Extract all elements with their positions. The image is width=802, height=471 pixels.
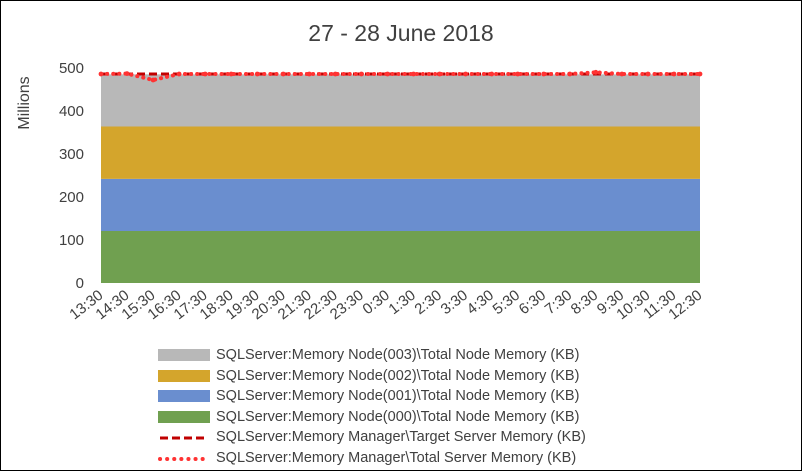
line-point [645, 71, 651, 77]
line-point [437, 71, 442, 77]
line-point [567, 71, 573, 77]
line-point [619, 71, 625, 77]
legend-label: SQLServer:Memory Manager\Target Server M… [216, 429, 586, 446]
legend-label: SQLServer:Memory Node(002)\Total Node Me… [216, 367, 580, 384]
line-point [385, 71, 390, 77]
area-series-3 [101, 74, 700, 127]
legend-item: SQLServer:Memory Node(003)\Total Node Me… [158, 345, 586, 366]
x-tick-labels: 13:3014:3015:3016:3017:3018:3019:3020:30… [66, 287, 705, 324]
line-point [359, 71, 364, 77]
line-point [515, 71, 521, 77]
legend-line-sample [158, 452, 210, 464]
y-tick-label: 200 [59, 189, 84, 206]
y-tick-label: 0 [76, 275, 84, 292]
legend-label: SQLServer:Memory Node(003)\Total Node Me… [216, 347, 580, 364]
line-point [671, 71, 677, 77]
legend-item: SQLServer:Memory Node(001)\Total Node Me… [158, 386, 586, 407]
line-point [333, 71, 338, 77]
legend-swatch [158, 390, 210, 403]
line-point [124, 71, 130, 76]
line-point [228, 71, 234, 77]
line-point [280, 71, 286, 77]
legend-swatch [158, 349, 210, 362]
line-series-1 [99, 70, 702, 83]
line-point [202, 71, 208, 77]
line-point [98, 71, 104, 77]
line-point [306, 71, 312, 77]
line-point [254, 71, 260, 77]
line-point [489, 71, 495, 77]
area-series-0 [101, 231, 700, 283]
legend-line-sample [158, 431, 210, 443]
legend-label: SQLServer:Memory Manager\Total Server Me… [216, 449, 577, 466]
area-series-2 [101, 126, 700, 179]
y-tick-label: 100 [59, 232, 84, 249]
y-tick-label: 500 [59, 60, 84, 77]
line-point [150, 77, 156, 83]
legend-label: SQLServer:Memory Node(000)\Total Node Me… [216, 408, 580, 425]
chart-title: 27 - 28 June 2018 [308, 20, 494, 46]
y-tick-label: 300 [59, 146, 84, 163]
line-point [697, 71, 703, 77]
y-tick-label: 400 [59, 103, 84, 120]
line-point [541, 71, 547, 77]
area-series-1 [101, 178, 700, 231]
line-point [593, 69, 599, 75]
legend-item: SQLServer:Memory Node(002)\Total Node Me… [158, 366, 586, 387]
legend-item: SQLServer:Memory Manager\Total Server Me… [158, 448, 586, 469]
y-tick-labels: 0 100 200 300 400 500 [59, 60, 84, 292]
legend-item: SQLServer:Memory Node(000)\Total Node Me… [158, 407, 586, 428]
chart-legend: SQLServer:Memory Node(003)\Total Node Me… [158, 345, 586, 468]
stacked-areas [101, 74, 700, 283]
line-point [176, 71, 182, 77]
legend-label: SQLServer:Memory Node(001)\Total Node Me… [216, 388, 580, 405]
legend-swatch [158, 369, 210, 382]
line-point [411, 71, 416, 77]
legend-item: SQLServer:Memory Manager\Target Server M… [158, 427, 586, 448]
legend-swatch [158, 410, 210, 423]
line-series [98, 69, 703, 83]
line-point [463, 71, 468, 77]
